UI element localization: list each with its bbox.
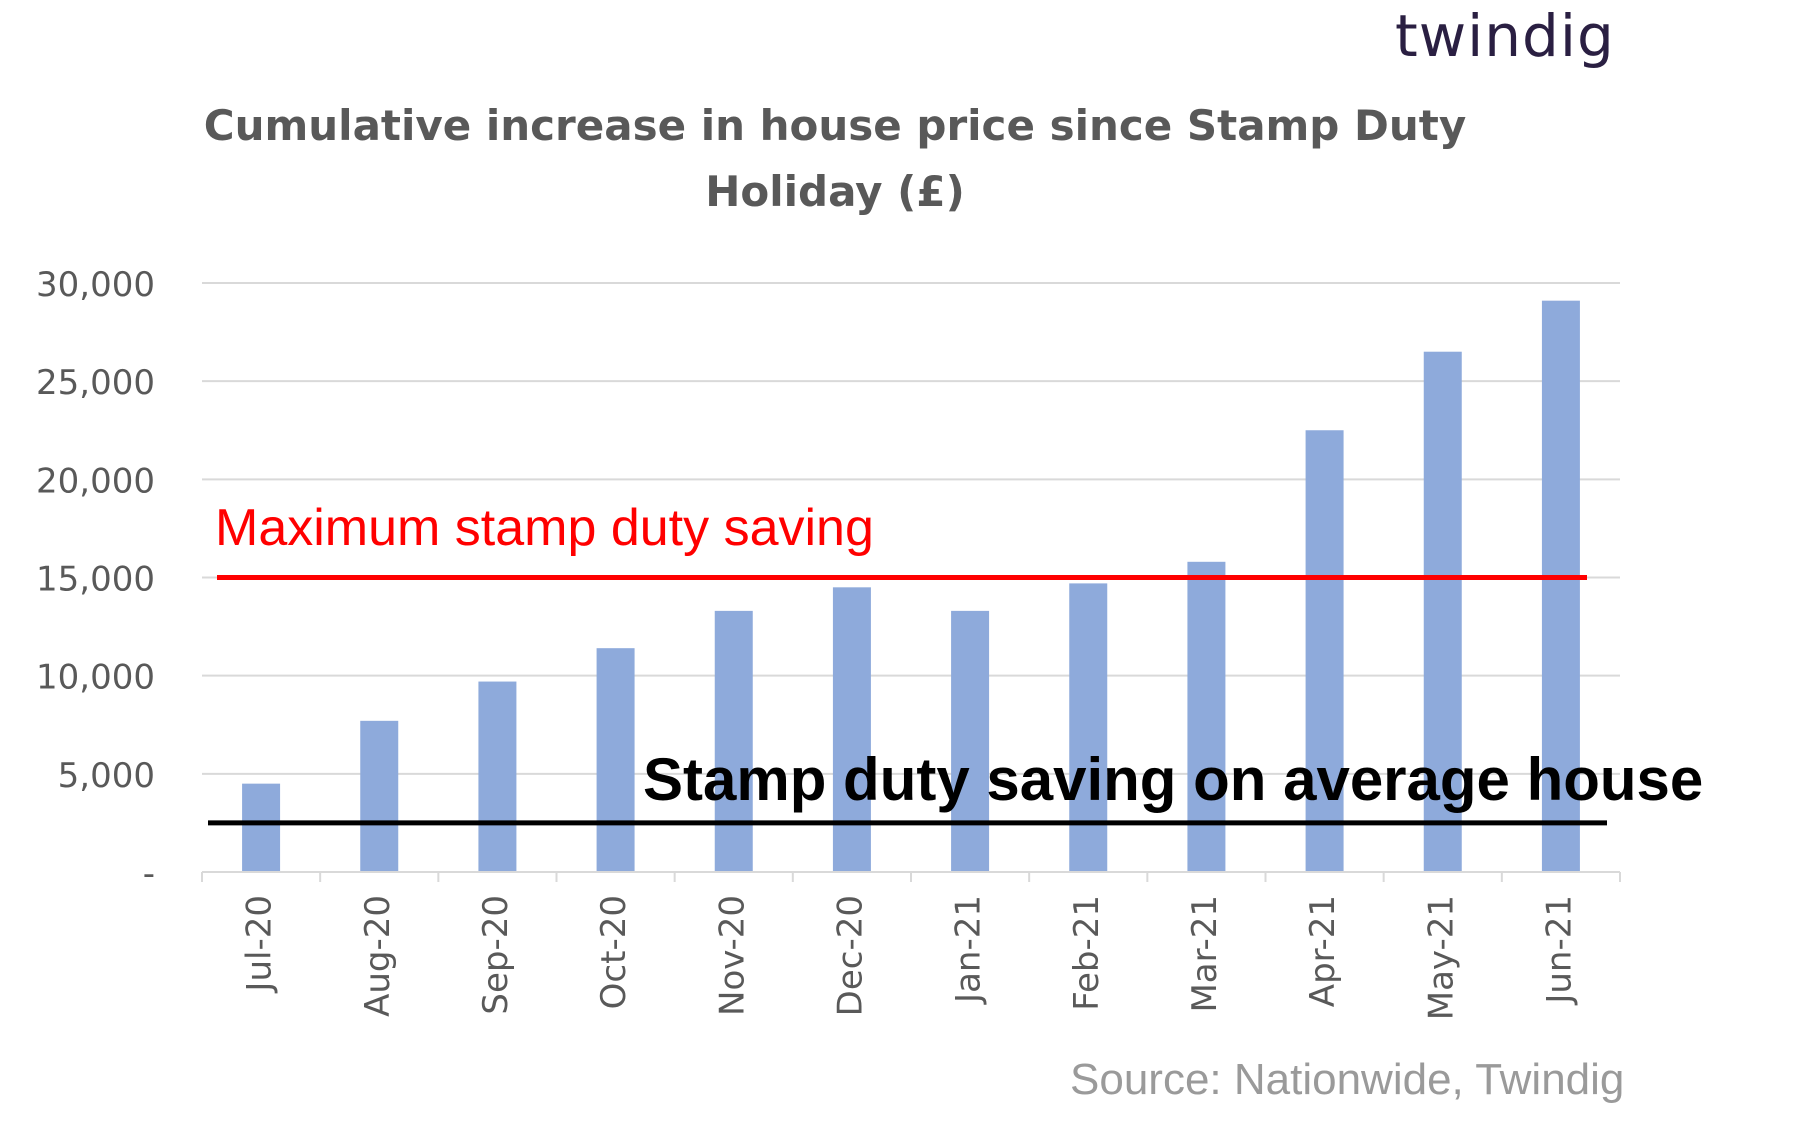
x-tick-label: Nov-20: [712, 895, 752, 1016]
y-tick-label: -: [143, 854, 155, 894]
x-axis: [201, 871, 1621, 882]
bar: [1541, 300, 1580, 872]
chart-title: Cumulative increase in house price since…: [204, 101, 1466, 216]
bar: [1305, 430, 1344, 872]
y-tick-label: 30,000: [36, 265, 155, 305]
chart-title-line: Holiday (£): [705, 167, 965, 216]
bar: [1187, 561, 1226, 872]
y-axis-tick-labels: - 5,000 10,000 15,000 20,000 25,000 30,000: [36, 265, 155, 894]
bar: [714, 610, 753, 872]
x-tick-label: Jul-20: [240, 895, 280, 994]
source-note: Source: Nationwide, Twindig: [1070, 1055, 1625, 1104]
bar: [478, 681, 517, 872]
y-tick-label: 5,000: [58, 756, 155, 796]
x-tick-label: Dec-20: [830, 895, 870, 1016]
average-saving-label: Stamp duty saving on average house: [643, 746, 1703, 813]
x-tick-label: Sep-20: [476, 895, 516, 1015]
x-tick-label: Aug-20: [358, 895, 398, 1017]
x-tick-label: May-21: [1421, 895, 1461, 1020]
max-saving-label: Maximum stamp duty saving: [215, 499, 874, 557]
x-axis-tick-labels: Jul-20 Aug-20 Sep-20 Oct-20 Nov-20 Dec-20 Jan-…: [240, 895, 1580, 1020]
bar: [951, 610, 990, 872]
x-tick-label: Apr-21: [1303, 895, 1343, 1007]
bars: [242, 300, 1580, 872]
x-tick-label: Jan-21: [949, 895, 989, 1005]
x-tick-label: Jun-21: [1539, 895, 1579, 1006]
y-tick-label: 20,000: [36, 461, 155, 501]
chart-title-line: Cumulative increase in house price since…: [204, 101, 1466, 150]
y-tick-label: 25,000: [36, 363, 155, 403]
bar: [360, 720, 399, 872]
bar: [242, 783, 281, 872]
x-tick-label: Mar-21: [1185, 895, 1225, 1013]
x-tick-label: Feb-21: [1067, 895, 1107, 1011]
bar: [596, 648, 635, 872]
twindig-logo: twindig: [1395, 2, 1615, 70]
x-tick-label: Oct-20: [594, 895, 634, 1009]
reference-lines: Maximum stamp duty saving Stamp duty savi…: [208, 499, 1703, 826]
bar: [1423, 351, 1462, 872]
y-tick-label: 10,000: [36, 658, 155, 698]
bar: [1069, 583, 1108, 872]
y-tick-label: 15,000: [36, 560, 155, 600]
bar: [832, 587, 871, 872]
